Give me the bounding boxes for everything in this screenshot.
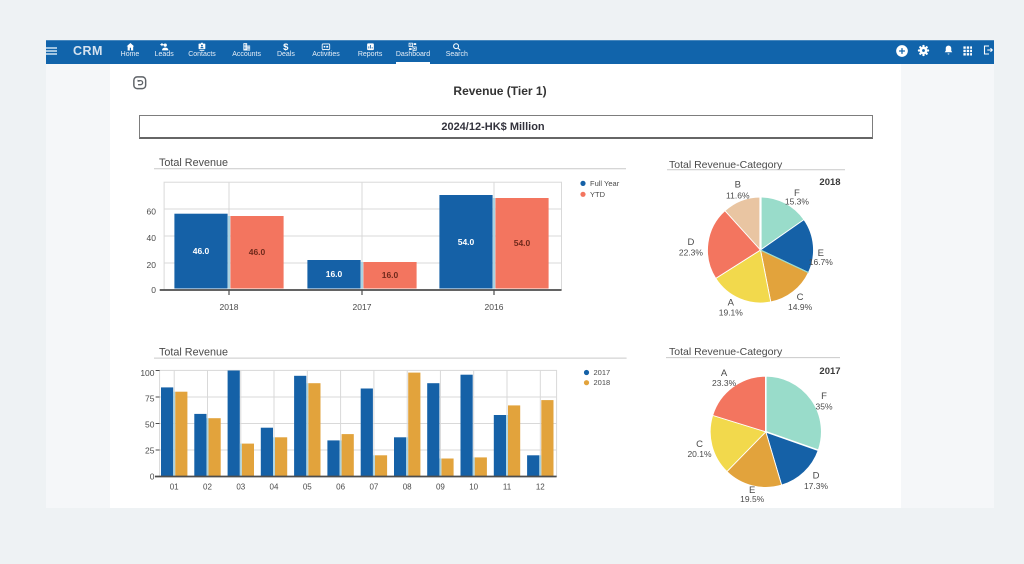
- svg-text:11.6%: 11.6%: [726, 191, 750, 201]
- svg-text:05: 05: [303, 483, 312, 492]
- svg-text:2016: 2016: [485, 302, 504, 312]
- svg-text:35%: 35%: [815, 402, 832, 412]
- svg-text:19.5%: 19.5%: [740, 494, 765, 504]
- svg-text:06: 06: [336, 483, 345, 492]
- svg-text:2018: 2018: [594, 378, 611, 387]
- svg-text:04: 04: [270, 483, 279, 492]
- svg-text:19.1%: 19.1%: [719, 308, 744, 318]
- svg-text:Total Revenue-Category: Total Revenue-Category: [669, 159, 783, 171]
- svg-text:54.0: 54.0: [458, 237, 475, 247]
- svg-text:A: A: [721, 368, 728, 379]
- svg-text:2018: 2018: [220, 302, 239, 312]
- svg-text:11: 11: [503, 483, 512, 492]
- svg-text:17.3%: 17.3%: [804, 481, 829, 491]
- svg-text:YTD: YTD: [590, 190, 606, 199]
- svg-text:2018: 2018: [819, 177, 840, 188]
- svg-text:02: 02: [203, 483, 212, 492]
- svg-text:2017: 2017: [353, 302, 372, 312]
- svg-text:46.0: 46.0: [249, 247, 266, 257]
- svg-text:Total Revenue: Total Revenue: [159, 157, 228, 169]
- svg-text:09: 09: [436, 483, 445, 492]
- svg-text:D: D: [687, 237, 694, 248]
- svg-text:2017: 2017: [594, 368, 611, 377]
- svg-text:08: 08: [403, 483, 412, 492]
- svg-text:20.1%: 20.1%: [687, 449, 712, 459]
- svg-text:16.7%: 16.7%: [809, 257, 834, 267]
- svg-text:25: 25: [145, 446, 155, 456]
- svg-text:14.9%: 14.9%: [788, 302, 813, 312]
- svg-text:100: 100: [140, 368, 154, 378]
- svg-text:75: 75: [145, 394, 155, 404]
- svg-text:23.3%: 23.3%: [712, 378, 737, 388]
- svg-text:20: 20: [147, 260, 157, 270]
- svg-text:22.3%: 22.3%: [679, 248, 704, 258]
- svg-text:B: B: [735, 180, 741, 191]
- svg-text:16.0: 16.0: [326, 269, 343, 279]
- svg-text:A: A: [728, 298, 735, 309]
- svg-text:0: 0: [150, 472, 155, 482]
- svg-text:54.0: 54.0: [514, 238, 531, 248]
- svg-text:46.0: 46.0: [193, 246, 210, 256]
- svg-text:16.0: 16.0: [382, 270, 399, 280]
- svg-text:$: $: [283, 42, 289, 51]
- svg-text:03: 03: [236, 483, 245, 492]
- svg-text:Total Revenue-Category: Total Revenue-Category: [669, 346, 783, 358]
- svg-text:50: 50: [145, 420, 155, 430]
- svg-text:07: 07: [369, 483, 378, 492]
- svg-text:2017: 2017: [819, 366, 840, 377]
- svg-text:F: F: [821, 391, 827, 402]
- svg-text:C: C: [696, 439, 703, 450]
- svg-text:15.3%: 15.3%: [785, 197, 810, 207]
- svg-text:10: 10: [469, 483, 478, 492]
- svg-text:01: 01: [170, 483, 179, 492]
- svg-text:F: F: [794, 188, 800, 199]
- svg-text:0: 0: [151, 285, 156, 295]
- svg-text:Total Revenue: Total Revenue: [159, 347, 228, 359]
- svg-text:E: E: [749, 485, 755, 496]
- svg-text:C: C: [797, 292, 804, 303]
- svg-text:Full Year: Full Year: [590, 179, 620, 188]
- svg-text:40: 40: [147, 233, 157, 243]
- svg-text:D: D: [813, 471, 820, 482]
- svg-text:E: E: [818, 248, 824, 259]
- svg-text:12: 12: [536, 483, 545, 492]
- svg-text:60: 60: [147, 207, 157, 217]
